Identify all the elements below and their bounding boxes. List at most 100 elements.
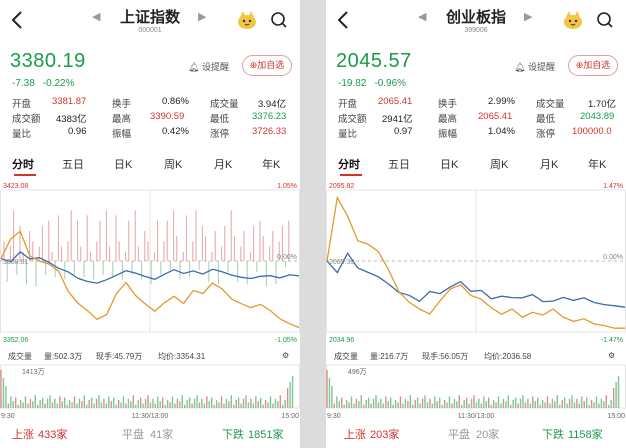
stat-value: 1.70亿	[588, 99, 616, 110]
set-reminder-button[interactable]: 🔔︎ 设提醒	[188, 60, 229, 73]
volume-value: 量:216.7万	[370, 352, 409, 361]
stats-row: 开盘 3381.87 换手 0.86% 成交量 3.94亿	[12, 96, 294, 111]
stat-value: 0.97	[394, 126, 413, 137]
tab-intraday[interactable]: 分时	[338, 159, 360, 171]
stat-label: 开盘	[338, 99, 358, 110]
tab-intraday[interactable]: 分时	[12, 159, 34, 171]
y-axis-mid-pct: 0.00%	[277, 254, 297, 261]
stats-row: 开盘 2065.41 换手 2.99% 成交量 1.70亿	[338, 96, 620, 111]
tab-yearly[interactable]: 年K	[588, 159, 607, 171]
time-end: 15:00	[281, 413, 299, 420]
intraday-chart[interactable]: 3423.08 1.05% 3388.81 0.00% 3352.06 -1.05%	[0, 180, 300, 348]
avg-price: 均价:3354.31	[158, 352, 206, 361]
back-arrow-icon[interactable]	[10, 9, 24, 31]
breadth-footer: 上涨 433家 平盘 41家 下跌 1851家	[0, 424, 300, 442]
decliners-count: 1851家	[248, 429, 284, 441]
stat-value: 1.04%	[488, 126, 515, 137]
unchanged-label: 平盘	[448, 429, 470, 441]
time-start: 9:30	[327, 413, 341, 420]
stats-row: 量比 0.97 振幅 1.04% 涨停 100000.0	[338, 126, 620, 141]
tab-weekly[interactable]: 周K	[164, 159, 183, 171]
tab-daily[interactable]: 日K	[440, 159, 459, 171]
bell-icon: 🔔︎	[514, 62, 526, 72]
next-index-icon[interactable]: ▶	[198, 11, 207, 23]
prev-index-icon[interactable]: ◀	[92, 11, 101, 23]
change-value: -7.38	[12, 78, 35, 89]
volume-label[interactable]: 成交量	[8, 352, 32, 361]
y-axis-mid: 2065.39	[329, 259, 354, 266]
settings-icon[interactable]: ⚙	[282, 351, 290, 360]
stat-value: 3376.23	[252, 111, 287, 122]
plus-icon: ⊕	[575, 60, 584, 70]
change-percent: -0.96%	[374, 78, 407, 89]
stat-value: 0.42%	[162, 126, 189, 137]
current-hand: 现手:45.79万	[96, 352, 143, 361]
volume-chart: 496万 9:30 11:30/13:00 15:00	[326, 364, 626, 420]
stat-label: 最低	[536, 114, 556, 125]
stat-value: 100000.0	[572, 126, 612, 137]
stat-label: 涨停	[210, 129, 230, 140]
price-line	[0, 251, 300, 284]
y-axis-high-pct: 1.47%	[603, 183, 623, 190]
active-tab-indicator	[14, 174, 36, 176]
avg-price-line	[0, 230, 300, 329]
stat-label: 换手	[112, 99, 132, 110]
unchanged-label: 平盘	[122, 429, 144, 441]
volume-info-bar: 成交量 量:216.7万 现手:56.05万 均价:2036.58 ⚙	[326, 348, 626, 364]
tab-5day[interactable]: 五日	[62, 159, 84, 171]
add-to-watchlist-label: 加自选	[583, 60, 611, 70]
unchanged-count: 20家	[476, 429, 500, 441]
stat-label: 最低	[210, 114, 230, 125]
index-panel-chinext: ◀ 创业板指 399006 ▶ 2045.57 -19.82 -0.96% 🔔︎ …	[326, 0, 626, 448]
next-index-icon[interactable]: ▶	[524, 11, 533, 23]
back-arrow-icon[interactable]	[336, 9, 350, 31]
volume-frame	[326, 364, 626, 409]
search-icon[interactable]	[596, 11, 614, 29]
avg-price: 均价:2036.58	[484, 352, 532, 361]
header: ◀ 创业板指 399006 ▶	[326, 0, 626, 40]
stat-label: 量比	[12, 129, 32, 140]
index-code: 399006	[464, 27, 488, 34]
volume-frame	[0, 364, 300, 409]
tab-weekly[interactable]: 周K	[490, 159, 509, 171]
tab-daily[interactable]: 日K	[114, 159, 133, 171]
plus-icon: ⊕	[249, 60, 258, 70]
volume-chart: 1413万 9:30 11:30/13:00 15:00	[0, 364, 300, 420]
intraday-chart[interactable]: 2095.82 1.47% 2065.39 0.00% 2034.96 -1.47%	[326, 180, 626, 348]
y-axis-low-pct: -1.05%	[275, 337, 297, 344]
y-axis-mid: 3388.81	[3, 259, 28, 266]
stat-value: 2065.41	[478, 111, 513, 122]
tab-monthly[interactable]: 月K	[214, 159, 233, 171]
time-midday: 11:30/13:00	[458, 413, 495, 420]
stat-value: 0.86%	[162, 96, 189, 107]
stat-label: 涨停	[536, 129, 556, 140]
prev-index-icon[interactable]: ◀	[418, 11, 427, 23]
stat-label: 成交额	[12, 114, 41, 125]
tab-5day[interactable]: 五日	[388, 159, 410, 171]
change-value: -19.82	[338, 78, 367, 89]
mascot-icon[interactable]	[562, 10, 584, 30]
decliners-label: 下跌	[542, 429, 564, 441]
stat-value: 0.96	[68, 126, 87, 137]
mascot-icon[interactable]	[236, 10, 258, 30]
add-to-watchlist-button[interactable]: ⊕加自选	[242, 55, 292, 76]
tab-yearly[interactable]: 年K	[262, 159, 281, 171]
page-title: 创业板指	[445, 9, 506, 26]
stat-label: 量比	[338, 129, 358, 140]
breadth-footer: 上涨 203家 平盘 20家 下跌 1158家	[326, 424, 626, 442]
volume-label[interactable]: 成交量	[334, 352, 358, 361]
add-to-watchlist-button[interactable]: ⊕加自选	[568, 55, 618, 76]
time-end: 15:00	[607, 413, 625, 420]
stat-label: 最高	[438, 114, 458, 125]
tab-monthly[interactable]: 月K	[540, 159, 559, 171]
period-tabs: 分时 五日 日K 周K 月K 年K	[0, 156, 300, 178]
set-reminder-label: 设提醒	[527, 62, 555, 72]
index-panel-shanghai: ◀ 上证指数 000001 ▶ 3380.19 -7.38 -0.22% 🔔︎ 设…	[0, 0, 300, 448]
settings-icon[interactable]: ⚙	[608, 351, 616, 360]
stats-row: 成交额 4383亿 最高 3390.59 最低 3376.23	[12, 111, 294, 126]
stat-label: 成交额	[338, 114, 367, 125]
search-icon[interactable]	[270, 11, 288, 29]
set-reminder-button[interactable]: 🔔︎ 设提醒	[514, 60, 555, 73]
set-reminder-label: 设提醒	[201, 62, 229, 72]
decliners-count: 1158家	[568, 429, 603, 441]
